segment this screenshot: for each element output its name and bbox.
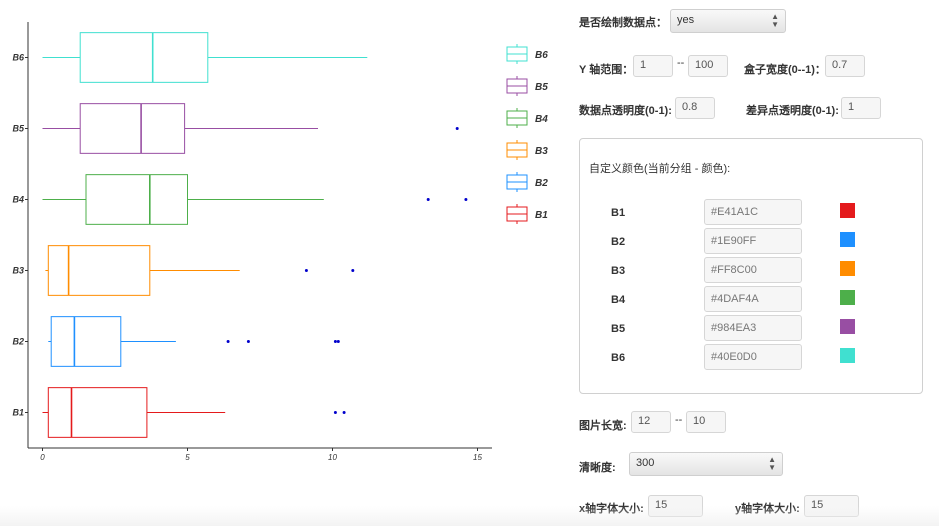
color-swatch[interactable] xyxy=(840,232,855,247)
boxplot-chart: 0 5 10 15 B1 B2 B3 B4 B5 B6 B6 B5 B4 B3 B2 B1 xyxy=(12,22,548,462)
y-tick-label: B6 xyxy=(12,53,24,63)
dpi-label: 清晰度: xyxy=(579,462,616,474)
draw-points-value: yes xyxy=(677,14,695,26)
dpi-select[interactable]: 300 ▲ ▼ xyxy=(629,452,783,476)
outlier-point xyxy=(333,411,337,414)
draw-points-select[interactable]: yes ▲ ▼ xyxy=(670,9,786,33)
legend-label: B5 xyxy=(535,82,548,93)
x-tick-label: 5 xyxy=(185,453,190,462)
color-row-name: B1 xyxy=(611,207,626,219)
dpi-value: 300 xyxy=(636,457,655,469)
select-arrows-icon: ▲ ▼ xyxy=(768,455,776,472)
boxplot-svg: 0 5 10 15 B1 B2 B3 B4 B5 B6 B6 B5 B4 B3 B2 B1 xyxy=(12,22,548,462)
select-arrows-icon: ▲ ▼ xyxy=(771,12,779,29)
color-row-name: B5 xyxy=(611,323,626,335)
outlier-point xyxy=(351,269,355,272)
y-tick-label: B3 xyxy=(12,266,24,276)
color-hex-input[interactable]: #40E0D0 xyxy=(704,344,802,370)
box-B4 xyxy=(85,174,188,225)
x-font-input[interactable]: 15 xyxy=(648,495,703,517)
legend-label: B3 xyxy=(535,146,548,157)
color-swatch[interactable] xyxy=(840,203,855,218)
color-hex-input[interactable]: #FF8C00 xyxy=(704,257,802,283)
outlier-point xyxy=(455,127,459,130)
box-width-label: 盒子宽度(0--1)： xyxy=(744,64,826,76)
y-tick-label: B5 xyxy=(12,124,24,134)
y-tick-label: B4 xyxy=(12,195,24,205)
x-tick-label: 0 xyxy=(40,453,45,462)
color-hex-input[interactable]: #984EA3 xyxy=(704,315,802,341)
color-hex-input[interactable]: #4DAF4A xyxy=(704,286,802,312)
box-B3 xyxy=(47,245,151,296)
point-alpha-label: 数据点透明度(0-1): xyxy=(579,105,672,117)
legend-label: B6 xyxy=(535,50,548,61)
outlier-point xyxy=(342,411,346,414)
y-tick-label: B2 xyxy=(12,337,24,347)
box-B5 xyxy=(79,103,186,154)
outlier-point xyxy=(304,269,308,272)
image-width-input[interactable]: 12 xyxy=(631,411,671,433)
legend-label: B1 xyxy=(535,210,548,221)
color-swatch[interactable] xyxy=(840,348,855,363)
outlier-point xyxy=(426,198,430,201)
custom-colors-title: 自定义颜色(当前分组 - 颜色): xyxy=(589,163,731,175)
outlier-alpha-label: 差异点透明度(0-1): xyxy=(746,105,839,117)
y-min-input[interactable]: 1 xyxy=(633,55,673,77)
image-size-label: 图片长宽: xyxy=(579,420,627,432)
color-hex-input[interactable]: #E41A1C xyxy=(704,199,802,225)
outlier-point xyxy=(226,340,230,343)
color-row-name: B2 xyxy=(611,236,626,248)
color-hex-input[interactable]: #1E90FF xyxy=(704,228,802,254)
box-width-input[interactable]: 0.7 xyxy=(825,55,865,77)
legend-label: B2 xyxy=(535,178,548,189)
image-height-input[interactable]: 10 xyxy=(686,411,726,433)
x-tick-label: 10 xyxy=(328,453,337,462)
outlier-point xyxy=(246,340,250,343)
y-range-label: Y 轴范围： xyxy=(579,64,634,76)
color-row-name: B3 xyxy=(611,265,626,277)
y-font-input[interactable]: 15 xyxy=(804,495,859,517)
y-range-separator: -- xyxy=(677,57,685,69)
outlier-alpha-input[interactable]: 1 xyxy=(841,97,881,119)
box-B1 xyxy=(47,387,148,438)
box-B2 xyxy=(50,316,122,367)
box-B6 xyxy=(79,32,209,83)
x-tick-label: 15 xyxy=(473,453,482,462)
color-swatch[interactable] xyxy=(840,261,855,276)
legend-label: B4 xyxy=(535,114,548,125)
color-row-name: B4 xyxy=(611,294,626,306)
y-tick-label: B1 xyxy=(12,408,24,418)
color-row-name: B6 xyxy=(611,352,626,364)
point-alpha-input[interactable]: 0.8 xyxy=(675,97,715,119)
image-size-separator: -- xyxy=(675,414,683,426)
color-swatch[interactable] xyxy=(840,319,855,334)
outlier-point xyxy=(464,198,468,201)
draw-points-label: 是否绘制数据点： xyxy=(579,17,667,29)
x-font-label: x轴字体大小: xyxy=(579,503,644,515)
color-swatch[interactable] xyxy=(840,290,855,305)
outlier-point xyxy=(333,340,337,343)
y-font-label: y轴字体大小: xyxy=(735,503,800,515)
y-max-input[interactable]: 100 xyxy=(688,55,728,77)
outlier-point xyxy=(336,340,340,343)
